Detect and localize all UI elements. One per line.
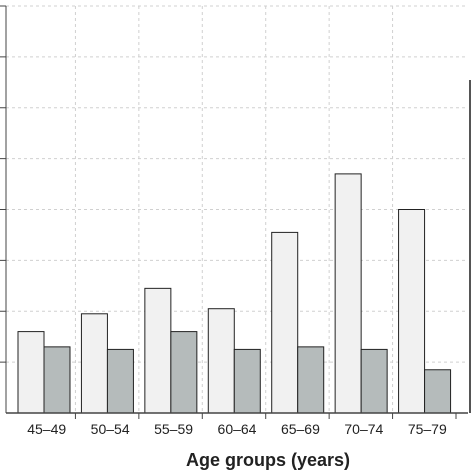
- axes: [0, 5, 471, 419]
- bar-series-2: [106, 348, 134, 414]
- bar-series-1: [398, 209, 426, 414]
- bar-series-2: [43, 346, 71, 414]
- bar-series-2: [360, 348, 388, 414]
- bar-series-1: [207, 308, 235, 414]
- x-axis-title: Age groups (years): [186, 450, 350, 470]
- bar-series-1: [271, 231, 299, 414]
- bars: [17, 173, 452, 414]
- bar-series-2: [233, 348, 261, 414]
- bar-series-1: [17, 331, 45, 414]
- x-tick-label: 65–69: [281, 421, 320, 437]
- x-tick-label: 55–59: [154, 421, 193, 437]
- x-tick-label: 50–54: [91, 421, 130, 437]
- x-tick-label: 75–79: [408, 421, 447, 437]
- bar-series-1: [144, 287, 172, 414]
- x-tick-label: 70–74: [344, 421, 383, 437]
- bar-series-2: [424, 369, 452, 414]
- x-tick-labels: 45–49 50–54 55–59 60–64 65–69 70–74 75–79: [27, 421, 447, 437]
- bar-series-1: [80, 313, 108, 414]
- bar-series-2: [170, 331, 198, 414]
- bar-series-1: [334, 173, 362, 414]
- x-tick-label: 60–64: [218, 421, 257, 437]
- bar-series-2: [297, 346, 325, 414]
- x-tick-label: 45–49: [27, 421, 66, 437]
